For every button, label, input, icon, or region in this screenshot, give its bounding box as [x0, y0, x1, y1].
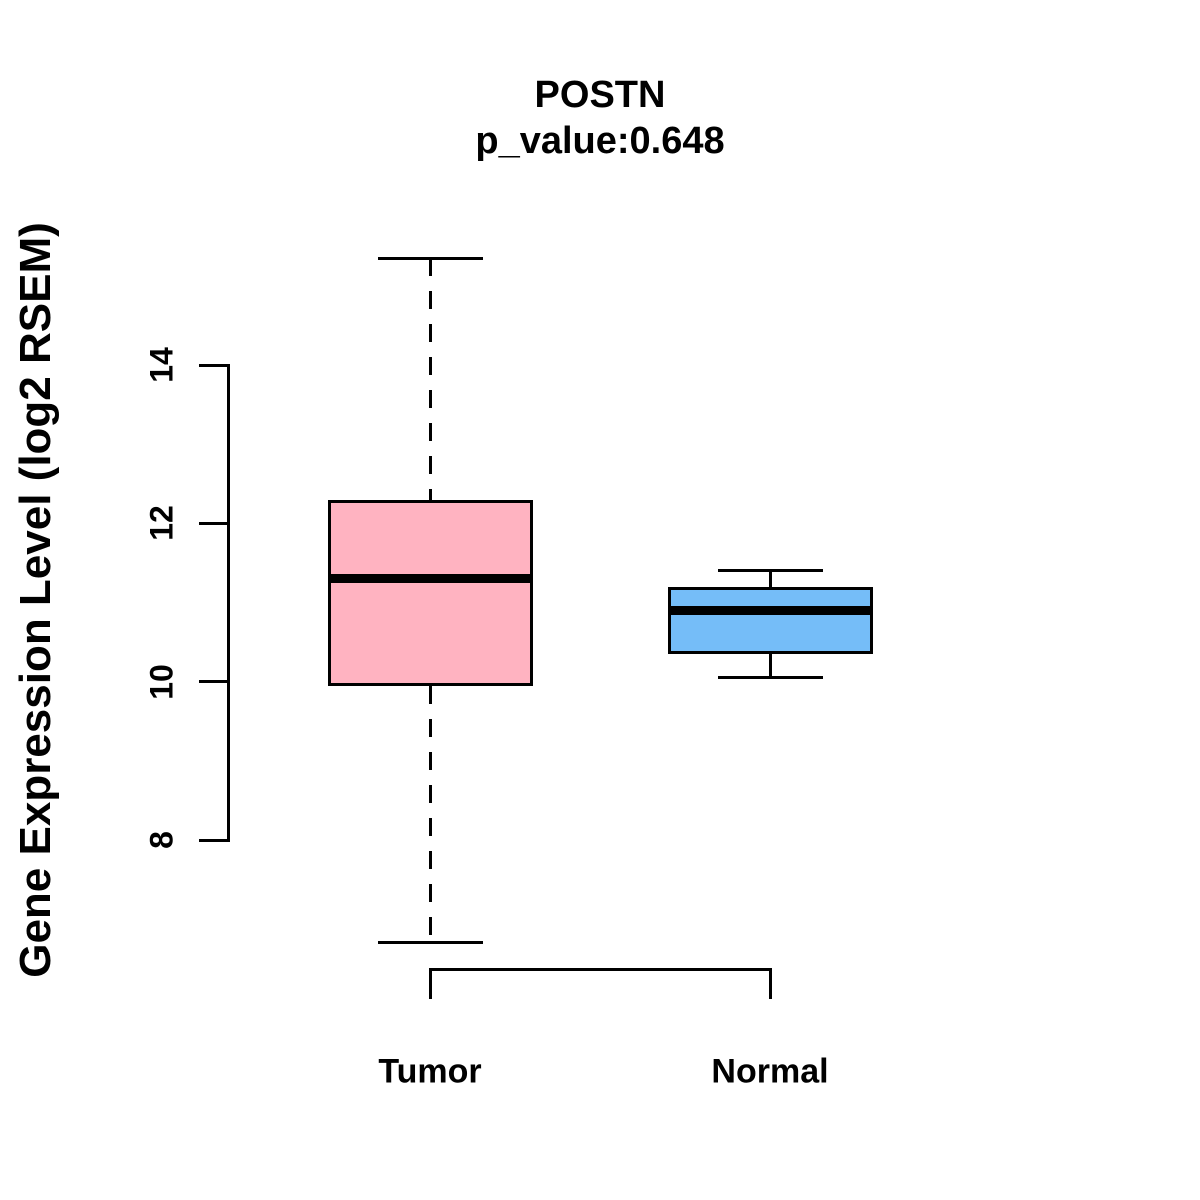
upper-whisker-cap-tumor	[377, 256, 483, 260]
x-axis-line	[428, 967, 772, 971]
y-axis-tick	[199, 838, 227, 842]
iqr-box-tumor	[327, 499, 533, 686]
x-category-label-normal: Normal	[711, 1052, 829, 1091]
lower-whisker-normal	[768, 653, 772, 678]
median-line-tumor	[327, 574, 533, 584]
chart-title: POSTN	[534, 74, 666, 116]
x-category-label-tumor: Tumor	[378, 1052, 482, 1091]
upper-whisker-cap-normal	[717, 569, 823, 573]
y-axis-tick	[199, 680, 227, 684]
y-axis-label: Gene Expression Level (log2 RSEM)	[11, 222, 60, 978]
upper-whisker-normal	[768, 570, 772, 587]
lower-whisker-tumor	[428, 685, 432, 943]
x-axis-tick	[428, 967, 432, 999]
upper-whisker-tumor	[428, 258, 432, 500]
median-line-normal	[667, 605, 873, 615]
x-axis-tick	[768, 967, 772, 999]
y-tick-label: 12	[143, 505, 180, 542]
lower-whisker-cap-normal	[717, 676, 823, 680]
chart-subtitle: p_value:0.648	[475, 120, 725, 162]
iqr-box-normal	[667, 586, 873, 654]
y-tick-label: 14	[143, 347, 180, 383]
chart-title-block: POSTN p_value:0.648	[0, 72, 1200, 164]
lower-whisker-cap-tumor	[377, 941, 483, 945]
y-axis-line	[227, 363, 230, 842]
y-tick-label: 8	[143, 831, 180, 849]
y-axis-tick	[199, 363, 227, 367]
y-tick-label: 10	[143, 663, 180, 700]
y-axis-tick	[199, 521, 227, 525]
